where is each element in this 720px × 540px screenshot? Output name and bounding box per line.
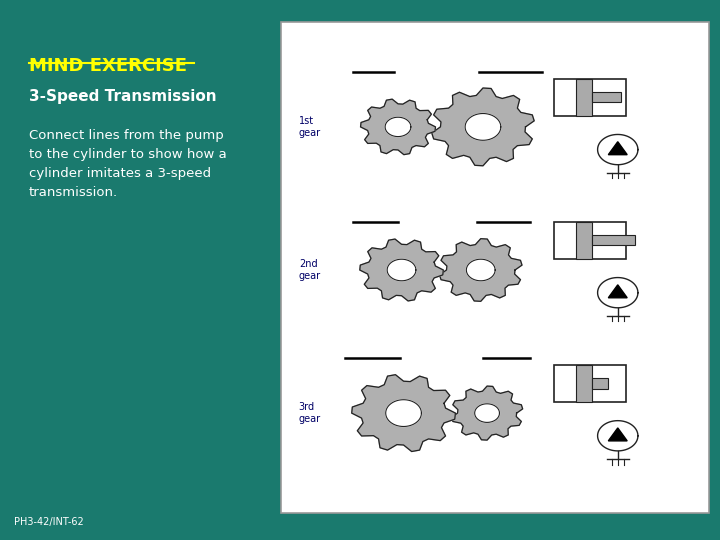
- Polygon shape: [608, 285, 627, 298]
- Polygon shape: [361, 99, 436, 154]
- Polygon shape: [465, 113, 501, 140]
- Bar: [576, 365, 592, 402]
- Polygon shape: [598, 278, 638, 308]
- Polygon shape: [598, 421, 638, 451]
- Polygon shape: [467, 259, 495, 281]
- Polygon shape: [386, 400, 421, 427]
- FancyBboxPatch shape: [281, 22, 709, 513]
- Bar: [592, 378, 608, 389]
- Polygon shape: [608, 141, 627, 154]
- Polygon shape: [432, 88, 534, 166]
- Text: 3-Speed Transmission: 3-Speed Transmission: [29, 89, 217, 104]
- Bar: [576, 79, 592, 116]
- Text: Connect lines from the pump
to the cylinder to show how a
cylinder imitates a 3-: Connect lines from the pump to the cylin…: [29, 129, 227, 199]
- Polygon shape: [474, 404, 500, 422]
- Text: 2nd
gear: 2nd gear: [299, 259, 321, 281]
- Polygon shape: [387, 259, 416, 281]
- Polygon shape: [439, 239, 522, 301]
- Polygon shape: [598, 134, 638, 165]
- Bar: [576, 222, 592, 259]
- Bar: [592, 235, 635, 246]
- Bar: [554, 365, 626, 402]
- Bar: [592, 92, 621, 103]
- Text: 3rd
gear: 3rd gear: [299, 402, 321, 424]
- Polygon shape: [451, 386, 523, 440]
- Text: 1st
gear: 1st gear: [299, 116, 321, 138]
- Polygon shape: [385, 117, 411, 137]
- Text: MIND EXERCISE: MIND EXERCISE: [29, 57, 186, 75]
- Polygon shape: [351, 375, 455, 451]
- Text: PH3-42/INT-62: PH3-42/INT-62: [14, 516, 84, 526]
- Bar: [554, 79, 626, 116]
- Polygon shape: [360, 239, 444, 301]
- Polygon shape: [608, 428, 627, 441]
- Bar: [554, 222, 626, 259]
